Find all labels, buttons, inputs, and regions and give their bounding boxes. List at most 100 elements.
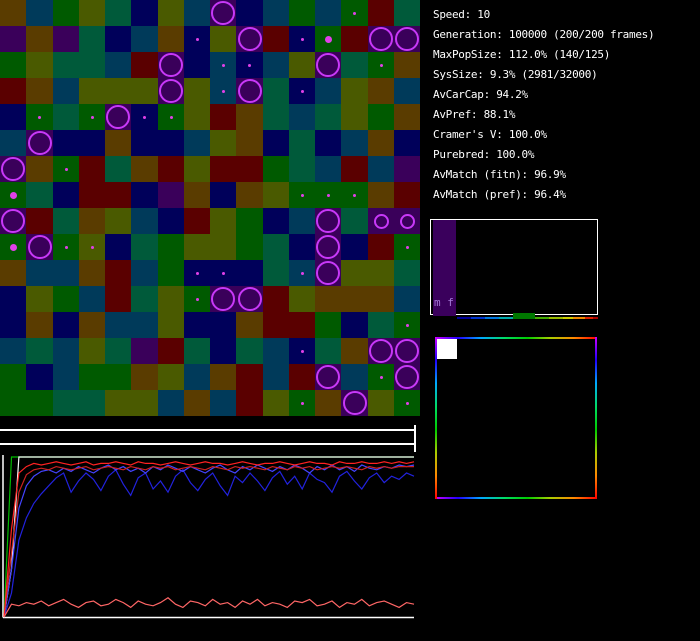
grid-cell [158,364,184,390]
grid-cell [184,390,210,416]
grid-cell [210,208,236,234]
grid-cell [26,338,53,364]
grid-cell [131,286,158,312]
grid-cell [131,234,158,260]
grid-cell [263,390,289,416]
grid-cell [184,260,210,286]
grid-cell [263,156,289,182]
grid-cell [184,130,210,156]
grid-cell [210,52,236,78]
grid-cell [79,0,105,26]
grid-cell [131,130,158,156]
grid-cell [105,104,131,130]
grid-cell [105,0,131,26]
grid-cell [184,338,210,364]
grid-cell [79,312,105,338]
agent-circle [316,261,340,285]
grid-cell [105,52,131,78]
grid-cell [341,364,368,390]
grid-cell [184,286,210,312]
strip-segment [485,317,499,319]
world-grid[interactable] [0,0,420,416]
strip-segment [573,317,585,319]
agent-dot [300,89,304,93]
grid-cell [0,234,26,260]
grid-cell [0,130,26,156]
grid-cell [53,390,79,416]
agent-dot [221,63,225,67]
grid-cell [368,364,394,390]
agent-dot [221,89,225,93]
grid-cell [79,208,105,234]
grid-cell [236,182,263,208]
grid-cell [0,52,26,78]
grid-cell [0,260,26,286]
agent-filled-dot [9,243,17,251]
scrubber-thumb[interactable] [414,425,416,452]
grid-cell [131,182,158,208]
grid-cell [131,26,158,52]
grid-cell [210,286,236,312]
grid-cell [131,78,158,104]
grid-cell [263,364,289,390]
grid-cell [368,234,394,260]
grid-cell [0,364,26,390]
agent-circle [395,365,419,389]
series-white-line [3,456,414,618]
grid-cell [158,234,184,260]
agent-dot [143,115,146,119]
grid-cell [289,208,315,234]
stat-line: SysSize: 9.3% (2981/32000) [433,68,598,81]
grid-cell [394,78,420,104]
grid-cell [394,286,420,312]
histogram-rainbow-strip [457,310,598,319]
grid-cell [131,156,158,182]
strip-segment [549,317,563,319]
grid-cell [26,286,53,312]
grid-cell [105,182,131,208]
grid-cell [0,156,26,182]
grid-cell [26,260,53,286]
series-bright-red-line [3,461,415,618]
grid-cell [0,286,26,312]
agent-dot [300,37,304,41]
grid-cell [341,156,368,182]
agent-dot [300,271,304,275]
agent-dot [64,245,68,249]
grid-cell [184,312,210,338]
grid-cell [210,104,236,130]
agent-circle [27,235,52,259]
grid-cell [158,312,184,338]
grid-cell [236,78,263,104]
type-map-bottom-axis [435,497,597,499]
grid-cell [394,156,420,182]
grid-cell [26,26,53,52]
agent-filled-dot [9,191,17,199]
grid-cell [368,286,394,312]
grid-cell [263,52,289,78]
grid-cell [79,182,105,208]
grid-cell [341,104,368,130]
series-bright-blue-line [3,464,415,618]
grid-cell [184,234,210,260]
grid-cell [0,390,26,416]
grid-cell [158,286,184,312]
agent-dot [405,401,409,405]
grid-cell [105,312,131,338]
grid-cell [315,104,341,130]
grid-cell [341,234,368,260]
grid-cell [210,0,236,26]
grid-cell [315,52,341,78]
grid-cell [79,364,105,390]
grid-cell [184,156,210,182]
scrubber-track-top [0,429,415,431]
grid-cell [105,208,131,234]
grid-cell [394,26,420,52]
grid-cell [368,260,394,286]
grid-cell [394,312,420,338]
grid-cell [263,182,289,208]
strip-segment [585,317,593,319]
grid-cell [341,390,368,416]
agent-dot [90,245,94,249]
